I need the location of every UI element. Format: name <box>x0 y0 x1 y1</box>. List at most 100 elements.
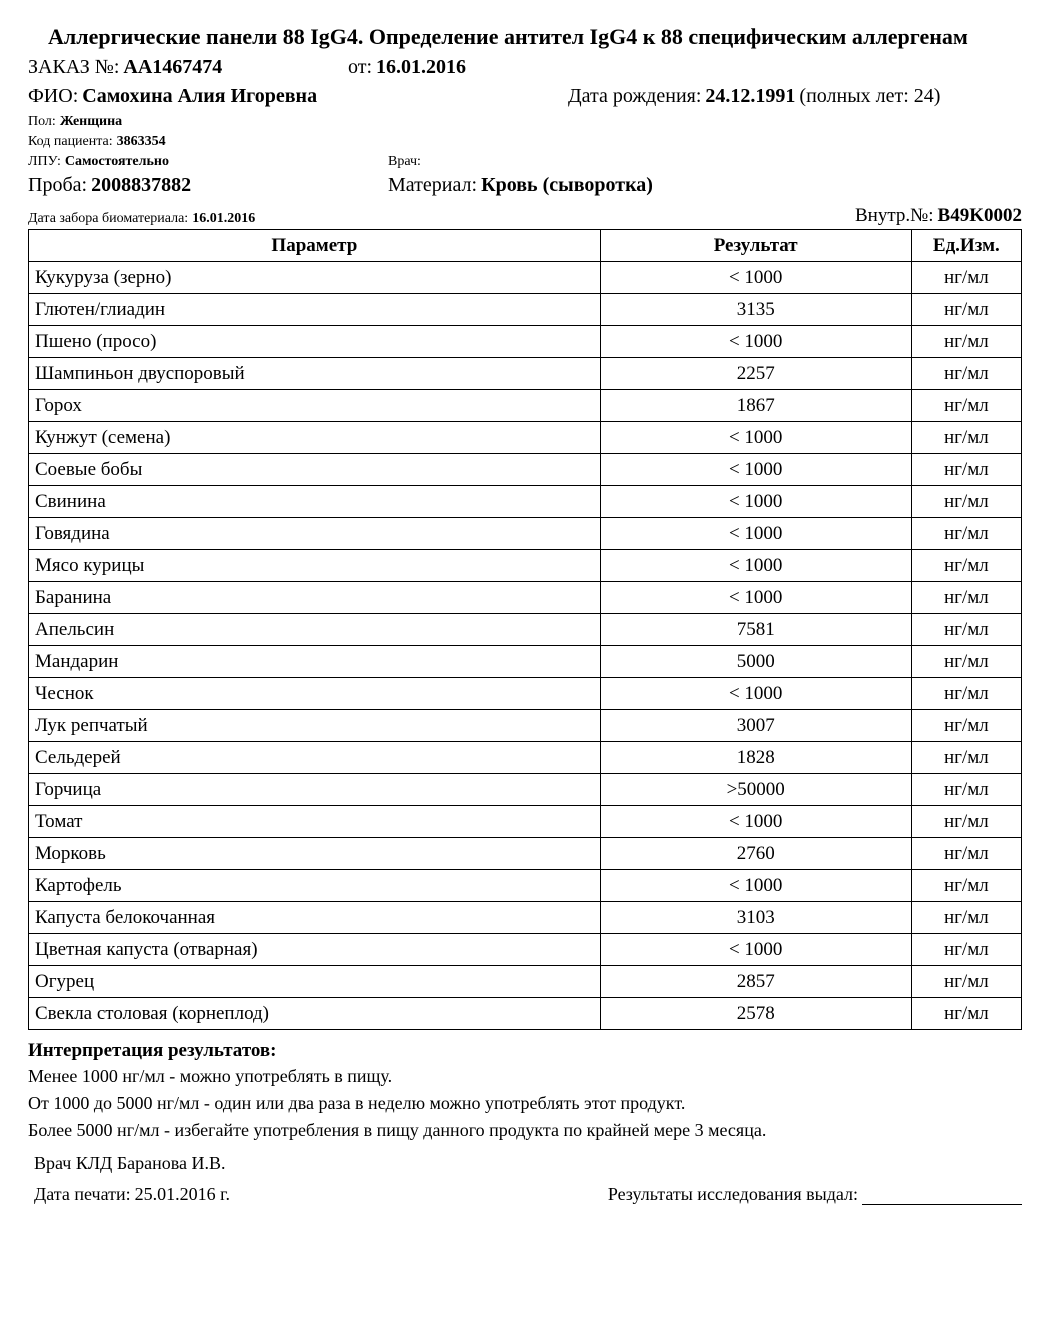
sex-label: Пол: <box>28 114 56 130</box>
cell-unit: нг/мл <box>911 294 1021 326</box>
table-row: Горчица>50000нг/мл <box>29 774 1022 806</box>
collect-date: 16.01.2016 <box>192 211 255 227</box>
cell-result: < 1000 <box>600 806 911 838</box>
cell-parameter: Кунжут (семена) <box>29 422 601 454</box>
cell-result: 1867 <box>600 390 911 422</box>
age-text: (полных лет: 24) <box>799 85 940 108</box>
cell-unit: нг/мл <box>911 646 1021 678</box>
cell-result: < 1000 <box>600 486 911 518</box>
lpu-label: ЛПУ: <box>28 154 61 170</box>
cell-result: < 1000 <box>600 550 911 582</box>
table-row: Чеснок< 1000нг/мл <box>29 678 1022 710</box>
cell-parameter: Цветная капуста (отварная) <box>29 934 601 966</box>
cell-unit: нг/мл <box>911 358 1021 390</box>
cell-result: < 1000 <box>600 422 911 454</box>
footer-row: Дата печати: 25.01.2016 г. Результаты ис… <box>34 1184 1022 1205</box>
print-date: 25.01.2016 г. <box>135 1184 230 1205</box>
cell-parameter: Мясо курицы <box>29 550 601 582</box>
cell-result: 2257 <box>600 358 911 390</box>
sample-label: Проба: <box>28 174 87 197</box>
cell-unit: нг/мл <box>911 742 1021 774</box>
cell-result: < 1000 <box>600 518 911 550</box>
table-row: Свинина< 1000нг/мл <box>29 486 1022 518</box>
fio-label: ФИО: <box>28 85 78 108</box>
patient-code-row: Код пациента: 3863354 <box>28 134 1022 150</box>
cell-result: < 1000 <box>600 678 911 710</box>
internal-value: B49K0002 <box>938 205 1022 227</box>
cell-unit: нг/мл <box>911 710 1021 742</box>
cell-unit: нг/мл <box>911 934 1021 966</box>
cell-result: 7581 <box>600 614 911 646</box>
cell-unit: нг/мл <box>911 902 1021 934</box>
cell-parameter: Лук репчатый <box>29 710 601 742</box>
cell-parameter: Капуста белокочанная <box>29 902 601 934</box>
doctor-kld: Врач КЛД Баранова И.В. <box>34 1153 1022 1174</box>
cell-parameter: Мандарин <box>29 646 601 678</box>
collection-row: Дата забора биоматериала: 16.01.2016 Вну… <box>28 205 1022 227</box>
cell-unit: нг/мл <box>911 454 1021 486</box>
table-row: Мандарин5000нг/мл <box>29 646 1022 678</box>
cell-unit: нг/мл <box>911 806 1021 838</box>
table-row: Апельсин7581нг/мл <box>29 614 1022 646</box>
cell-unit: нг/мл <box>911 966 1021 998</box>
cell-parameter: Горох <box>29 390 601 422</box>
cell-parameter: Соевые бобы <box>29 454 601 486</box>
cell-result: < 1000 <box>600 262 911 294</box>
cell-unit: нг/мл <box>911 486 1021 518</box>
cell-result: 3103 <box>600 902 911 934</box>
issued-label: Результаты исследования выдал: <box>608 1184 858 1205</box>
table-row: Кукуруза (зерно)< 1000нг/мл <box>29 262 1022 294</box>
cell-parameter: Глютен/глиадин <box>29 294 601 326</box>
cell-result: 2760 <box>600 838 911 870</box>
cell-unit: нг/мл <box>911 838 1021 870</box>
table-row: Капуста белокочанная3103нг/мл <box>29 902 1022 934</box>
material-label: Материал: <box>388 174 477 197</box>
cell-result: 2578 <box>600 998 911 1030</box>
cell-result: 2857 <box>600 966 911 998</box>
cell-unit: нг/мл <box>911 550 1021 582</box>
patient-code-value: 3863354 <box>117 134 166 150</box>
table-row: Мясо курицы< 1000нг/мл <box>29 550 1022 582</box>
cell-unit: нг/мл <box>911 774 1021 806</box>
cell-result: < 1000 <box>600 582 911 614</box>
lpu-row: ЛПУ: Самостоятельно Врач: <box>28 154 1022 170</box>
cell-parameter: Свинина <box>29 486 601 518</box>
table-row: Баранина< 1000нг/мл <box>29 582 1022 614</box>
patient-row: ФИО: Самохина Алия Игоревна Дата рождени… <box>28 85 1022 108</box>
cell-unit: нг/мл <box>911 326 1021 358</box>
cell-parameter: Свекла столовая (корнеплод) <box>29 998 601 1030</box>
cell-parameter: Говядина <box>29 518 601 550</box>
cell-parameter: Сельдерей <box>29 742 601 774</box>
cell-parameter: Горчица <box>29 774 601 806</box>
order-date: 16.01.2016 <box>376 56 466 79</box>
cell-unit: нг/мл <box>911 614 1021 646</box>
table-header-row: Параметр Результат Ед.Изм. <box>29 230 1022 262</box>
table-row: Картофель< 1000нг/мл <box>29 870 1022 902</box>
doctor-label: Врач: <box>388 154 421 170</box>
cell-result: 1828 <box>600 742 911 774</box>
cell-parameter: Морковь <box>29 838 601 870</box>
cell-result: >50000 <box>600 774 911 806</box>
cell-parameter: Чеснок <box>29 678 601 710</box>
sample-row: Проба: 2008837882 Материал: Кровь (сывор… <box>28 174 1022 197</box>
table-row: Цветная капуста (отварная)< 1000нг/мл <box>29 934 1022 966</box>
cell-result: 5000 <box>600 646 911 678</box>
internal-label: Внутр.№: <box>855 205 934 227</box>
sex-value: Женщина <box>60 114 122 130</box>
table-row: Сельдерей1828нг/мл <box>29 742 1022 774</box>
table-row: Свекла столовая (корнеплод)2578нг/мл <box>29 998 1022 1030</box>
cell-unit: нг/мл <box>911 678 1021 710</box>
dob-value: 24.12.1991 <box>705 85 795 108</box>
cell-result: 3007 <box>600 710 911 742</box>
interpretation-title: Интерпретация результатов: <box>28 1040 1022 1062</box>
order-date-label: от: <box>348 56 372 79</box>
table-row: Кунжут (семена)< 1000нг/мл <box>29 422 1022 454</box>
cell-unit: нг/мл <box>911 390 1021 422</box>
order-number: АА1467474 <box>123 56 222 79</box>
cell-parameter: Баранина <box>29 582 601 614</box>
col-unit: Ед.Изм. <box>911 230 1021 262</box>
results-table: Параметр Результат Ед.Изм. Кукуруза (зер… <box>28 229 1022 1030</box>
table-row: Шампиньон двуспоровый2257нг/мл <box>29 358 1022 390</box>
sample-value: 2008837882 <box>91 174 191 197</box>
cell-unit: нг/мл <box>911 870 1021 902</box>
